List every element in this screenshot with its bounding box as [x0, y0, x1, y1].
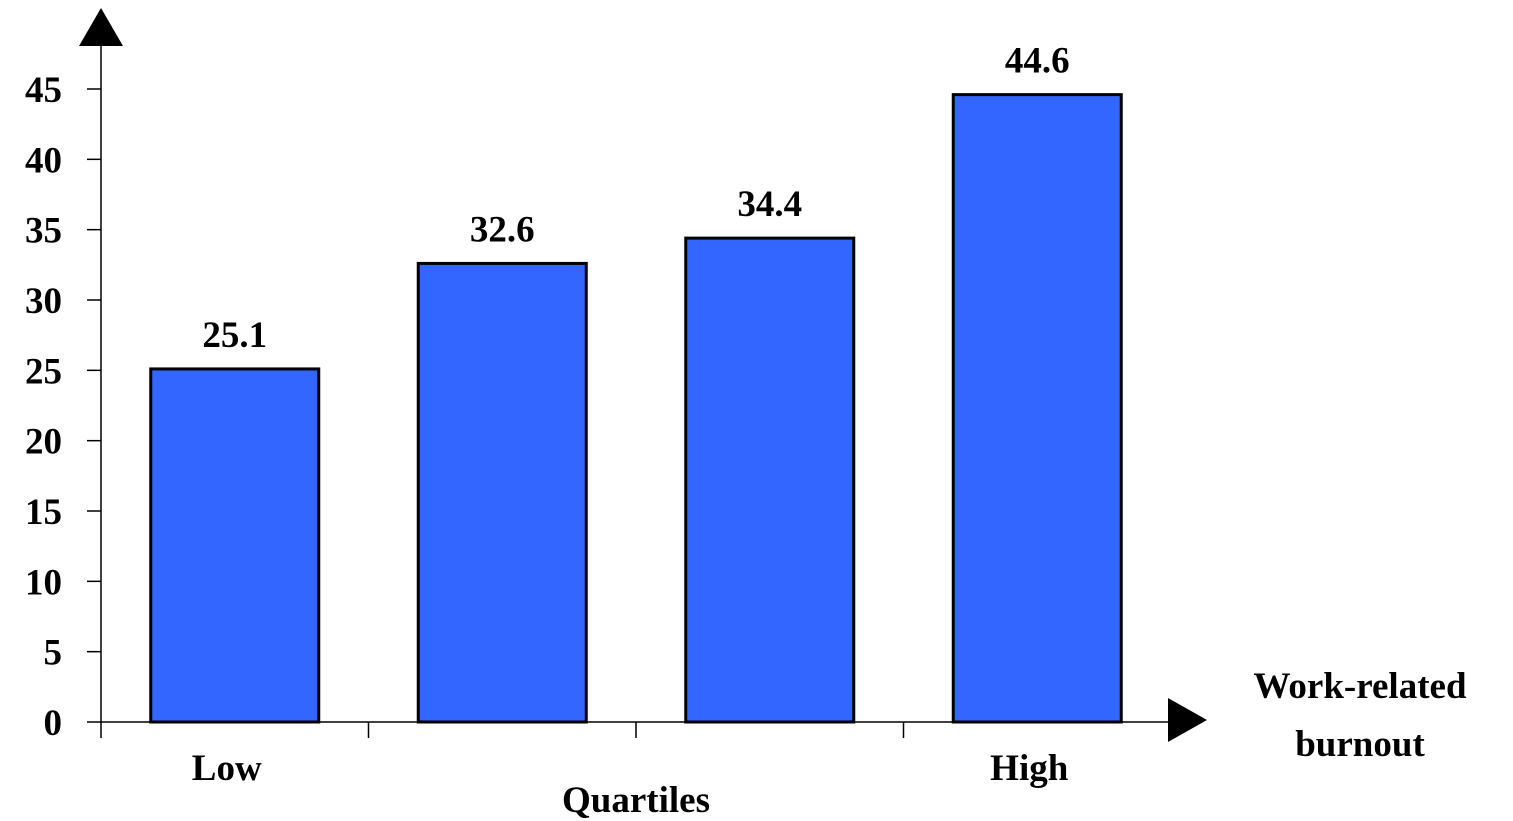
bars-group	[149, 93, 1123, 724]
x-axis-end-label-line-1: Work-related	[1253, 666, 1466, 707]
y-tick-label: 10	[25, 562, 62, 603]
x-category-label: Low	[192, 748, 262, 789]
bar-value-label: 34.4	[737, 184, 802, 225]
x-axis-title: Quartiles	[562, 780, 710, 821]
bar	[149, 367, 321, 724]
y-tick-label: 20	[25, 422, 62, 463]
y-tick-label: 40	[25, 140, 62, 181]
y-tick-label: 0	[44, 703, 63, 744]
bar	[416, 261, 588, 724]
x-ticks-group	[100, 722, 1172, 738]
category-labels-group: Low High	[192, 748, 1069, 789]
bar-value-label: 44.6	[1005, 41, 1070, 82]
y-tick-label: 15	[25, 492, 62, 533]
y-tick-label: 35	[25, 211, 62, 252]
x-axis-end-label-line-2: burnout	[1295, 724, 1425, 765]
y-ticks-group: 0 5 10 15 20 25 30 35 40 45	[25, 70, 101, 744]
bar	[684, 236, 856, 724]
y-tick-label: 30	[25, 281, 62, 322]
bar-value-label: 32.6	[470, 209, 535, 250]
y-tick-label: 5	[44, 633, 63, 674]
value-labels-group: 25.1 32.6 34.4 44.6	[202, 41, 1069, 356]
bar-value-label: 25.1	[202, 315, 267, 356]
x-axis-arrow-icon	[1168, 698, 1207, 742]
bar	[951, 93, 1123, 724]
y-tick-label: 25	[25, 351, 62, 392]
x-category-label: High	[990, 748, 1069, 789]
y-axis-arrow-icon	[79, 8, 123, 46]
y-tick-label: 45	[25, 70, 62, 111]
